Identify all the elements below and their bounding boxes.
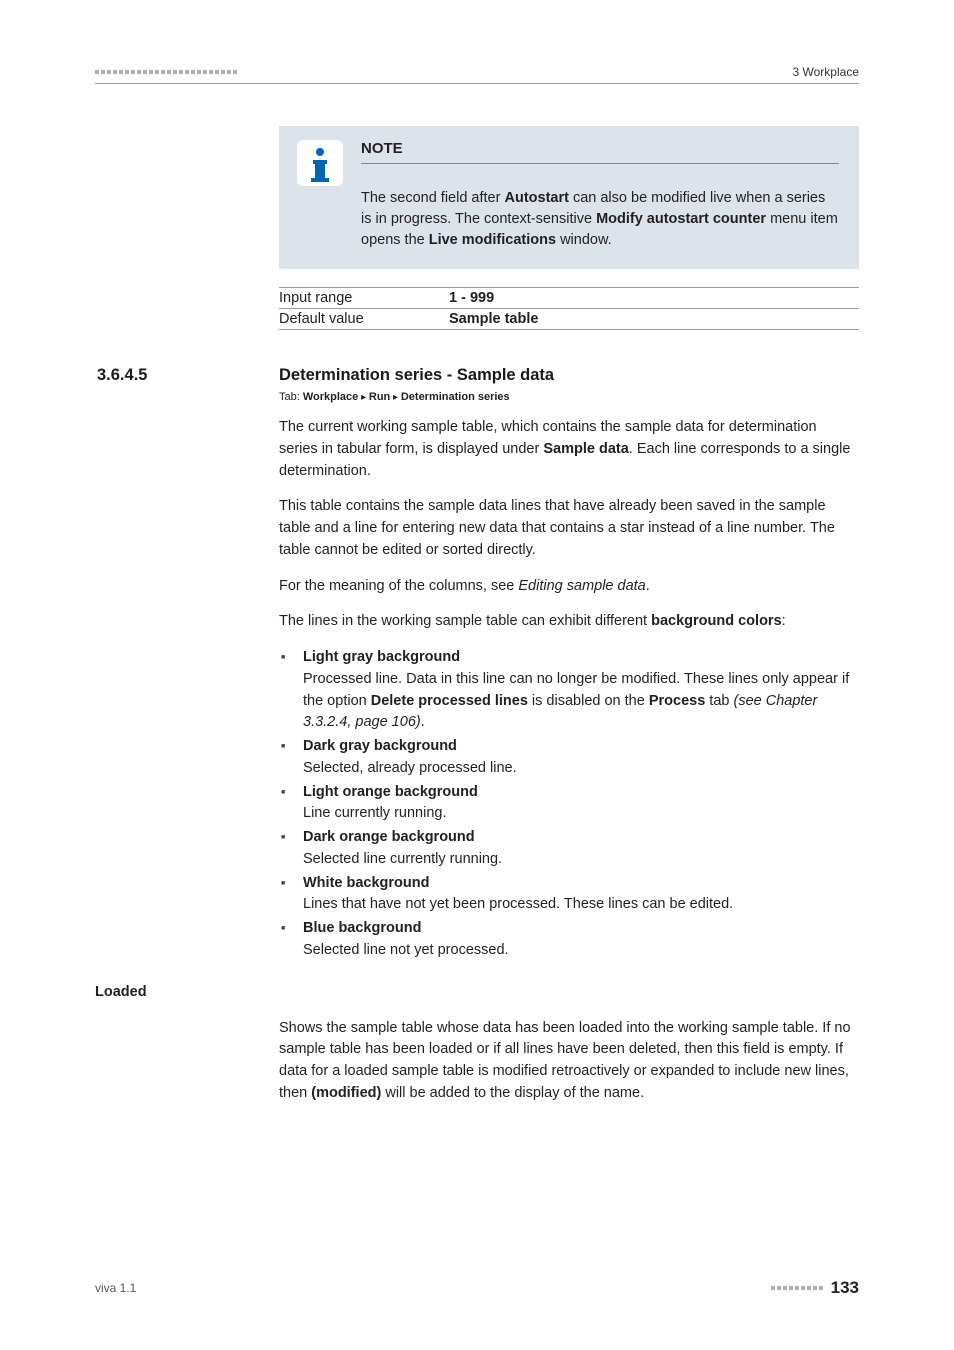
spec-value: 1 - 999 <box>449 290 494 306</box>
spec-row: Default valueSample table <box>279 308 859 330</box>
section-heading: 3.6.4.5 Determination series - Sample da… <box>95 366 859 385</box>
body-paragraph: The current working sample table, which … <box>279 417 859 482</box>
field-label: Loaded <box>95 984 859 1000</box>
note-text: The second field after Autostart can als… <box>361 188 839 251</box>
spec-row: Input range1 - 999 <box>279 287 859 308</box>
field-paragraph: Shows the sample table whose data has be… <box>279 1018 859 1105</box>
header-chapter: 3 Workplace <box>793 65 859 79</box>
footer-right: 133 <box>771 1278 859 1298</box>
bullet-item: Light gray backgroundProcessed line. Dat… <box>299 647 859 734</box>
body-paragraph: The lines in the working sample table ca… <box>279 611 859 633</box>
body-paragraph: For the meaning of the columns, see Edit… <box>279 576 859 598</box>
bullet-item: Dark orange backgroundSelected line curr… <box>299 827 859 871</box>
section-title: Determination series - Sample data <box>279 366 554 385</box>
bullet-item: Dark gray backgroundSelected, already pr… <box>299 736 859 780</box>
footer-decoration <box>771 1286 825 1290</box>
bullet-item: Blue backgroundSelected line not yet pro… <box>299 918 859 962</box>
page-footer: viva 1.1 133 <box>95 1278 859 1298</box>
spec-label: Default value <box>279 311 449 327</box>
header-decoration <box>95 70 239 74</box>
page-header: 3 Workplace <box>95 65 859 84</box>
bullet-item: Light orange backgroundLine currently ru… <box>299 782 859 826</box>
section-number: 3.6.4.5 <box>95 366 279 385</box>
page-number: 133 <box>831 1278 859 1298</box>
paragraphs: The current working sample table, which … <box>95 417 859 633</box>
footer-product: viva 1.1 <box>95 1281 136 1295</box>
spec-label: Input range <box>279 290 449 306</box>
body-paragraph: This table contains the sample data line… <box>279 496 859 561</box>
info-icon <box>297 140 343 186</box>
note-box: NOTE The second field after Autostart ca… <box>279 126 859 269</box>
note-content: NOTE The second field after Autostart ca… <box>361 140 839 251</box>
tab-path: Tab: Workplace ▸ Run ▸ Determination ser… <box>279 391 859 403</box>
bullet-list: Light gray backgroundProcessed line. Dat… <box>279 647 859 962</box>
spec-table: Input range1 - 999Default valueSample ta… <box>95 287 859 330</box>
note-title: NOTE <box>361 140 839 164</box>
bullet-item: White backgroundLines that have not yet … <box>299 873 859 917</box>
spec-value: Sample table <box>449 311 538 327</box>
